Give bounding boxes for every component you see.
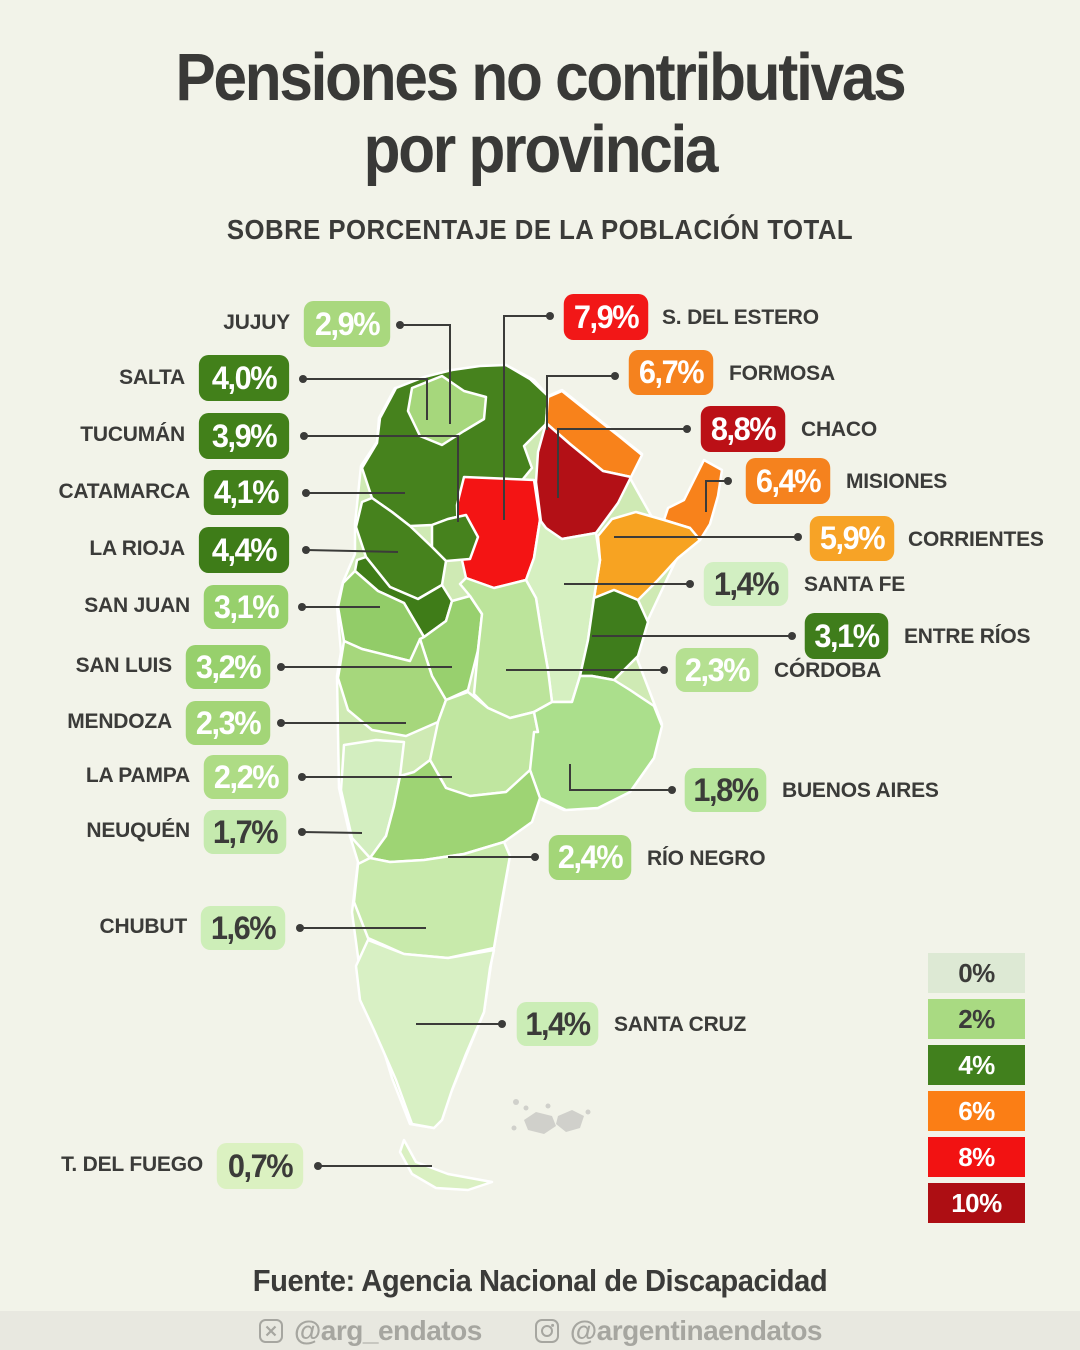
value-badge-santa-cruz: 1,4% [516, 1002, 599, 1046]
value-badge-misiones: 6,4% [745, 458, 831, 504]
value-badge-tierra-del-fuego: 0,7% [216, 1143, 304, 1189]
province-label-catamarca: CATAMARCA [58, 480, 190, 503]
province-label-neuquen: NEUQUÉN [86, 819, 190, 842]
value-badge-chaco: 8,8% [700, 406, 786, 452]
value-badge-jujuy: 2,9% [303, 301, 391, 347]
value-badge-neuquen: 1,7% [203, 810, 287, 854]
leader-line-jujuy [400, 324, 451, 424]
province-label-rio-negro: RÍO NEGRO [647, 847, 766, 870]
value-badge-formosa: 6,7% [628, 350, 714, 395]
instagram-icon [534, 1318, 560, 1344]
province-label-tucuman: TUCUMÁN [80, 423, 185, 446]
province-label-chaco: CHACO [801, 418, 877, 441]
province-label-san-luis: SAN LUIS [75, 654, 173, 677]
page-title: Pensiones no contributivas por provincia [54, 42, 1026, 185]
province-label-jujuy: JUJUY [223, 311, 290, 334]
source-attribution: Fuente: Agencia Nacional de Discapacidad [252, 1263, 828, 1298]
province-label-formosa: FORMOSA [729, 362, 835, 385]
social-item-x: @arg_endatos [258, 1315, 482, 1347]
province-label-misiones: MISIONES [846, 470, 948, 493]
value-badge-catamarca: 4,1% [203, 470, 289, 515]
page-subtitle: SOBRE PORCENTAJE DE LA POBLACIÓN TOTAL [226, 214, 854, 245]
page-title-line2: por provincia [363, 111, 719, 187]
leader-line-formosa [546, 375, 615, 430]
value-badge-san-luis: 3,2% [185, 645, 271, 689]
value-badge-entre-rios: 3,1% [804, 613, 889, 659]
leader-line-la-rioja [305, 549, 399, 553]
province-label-santa-fe: SANTA FE [804, 573, 906, 596]
province-label-cordoba: CÓRDOBA [774, 659, 882, 682]
value-badge-corrientes: 5,9% [809, 516, 895, 561]
leader-line-misiones [705, 480, 728, 512]
map-region-corrientes [592, 510, 702, 602]
legend-item-4pct: 4% [928, 1045, 1025, 1085]
leader-line-chaco [557, 428, 687, 498]
legend-item-6pct: 6% [928, 1091, 1025, 1131]
malvinas-islands [511, 1099, 591, 1134]
leader-line-tucuman [304, 435, 459, 522]
social-bar: @arg_endatos @argentinaendatos [0, 1311, 1080, 1350]
map-region-santa-cruz [354, 938, 496, 1130]
leader-line-buenos-aires [569, 764, 672, 791]
province-label-santa-cruz: SANTA CRUZ [614, 1013, 747, 1036]
map-region-san-luis [418, 594, 484, 702]
value-badge-cordoba: 2,3% [675, 648, 759, 692]
value-badge-rio-negro: 2,4% [548, 835, 632, 880]
province-label-la-rioja: LA RIOJA [89, 537, 185, 560]
map-region-rio-negro [368, 758, 542, 864]
social-item-instagram: @argentinaendatos [534, 1314, 823, 1347]
province-label-san-juan: SAN JUAN [84, 594, 190, 617]
instagram-handle: @argentinaendatos [569, 1314, 823, 1346]
value-badge-la-pampa: 2,2% [203, 755, 289, 799]
x-handle: @arg_endatos [294, 1314, 482, 1346]
value-badge-santa-fe: 1,4% [703, 562, 789, 606]
map-region-buenos-aires [528, 674, 664, 812]
value-badge-mendoza: 2,3% [185, 701, 271, 745]
value-badge-la-rioja: 4,4% [198, 527, 290, 573]
province-label-buenos-aires: BUENOS AIRES [782, 779, 939, 802]
legend-item-2pct: 2% [928, 999, 1025, 1039]
leader-line-dots [277, 312, 802, 1170]
legend-item-8pct: 8% [928, 1137, 1025, 1177]
value-badge-santiago-del-estero: 7,9% [563, 294, 649, 340]
province-label-corrientes: CORRIENTES [908, 528, 1044, 551]
province-label-santiago-del-estero: S. DEL ESTERO [662, 306, 819, 329]
legend-item-0pct: 0% [928, 953, 1025, 993]
value-badge-chubut: 1,6% [200, 906, 286, 950]
page-title-line1: Pensiones no contributivas [175, 40, 907, 115]
province-label-mendoza: MENDOZA [67, 710, 172, 733]
leader-line-neuquen [301, 831, 363, 834]
province-label-entre-rios: ENTRE RÍOS [904, 625, 1031, 648]
province-label-salta: SALTA [119, 366, 185, 389]
value-badge-buenos-aires: 1,8% [684, 768, 767, 812]
province-label-tierra-del-fuego: T. DEL FUEGO [61, 1153, 203, 1176]
legend-item-10pct: 10% [928, 1183, 1025, 1223]
leader-line-santiago-del-estero [503, 315, 550, 520]
value-badge-salta: 4,0% [198, 355, 290, 401]
leader-line-salta [303, 378, 428, 420]
map-region-chubut [352, 840, 512, 960]
province-label-chubut: CHUBUT [99, 915, 188, 938]
value-badge-san-juan: 3,1% [203, 585, 289, 629]
x-twitter-icon [258, 1318, 284, 1344]
value-badge-tucuman: 3,9% [198, 413, 290, 459]
province-label-la-pampa: LA PAMPA [85, 764, 190, 787]
